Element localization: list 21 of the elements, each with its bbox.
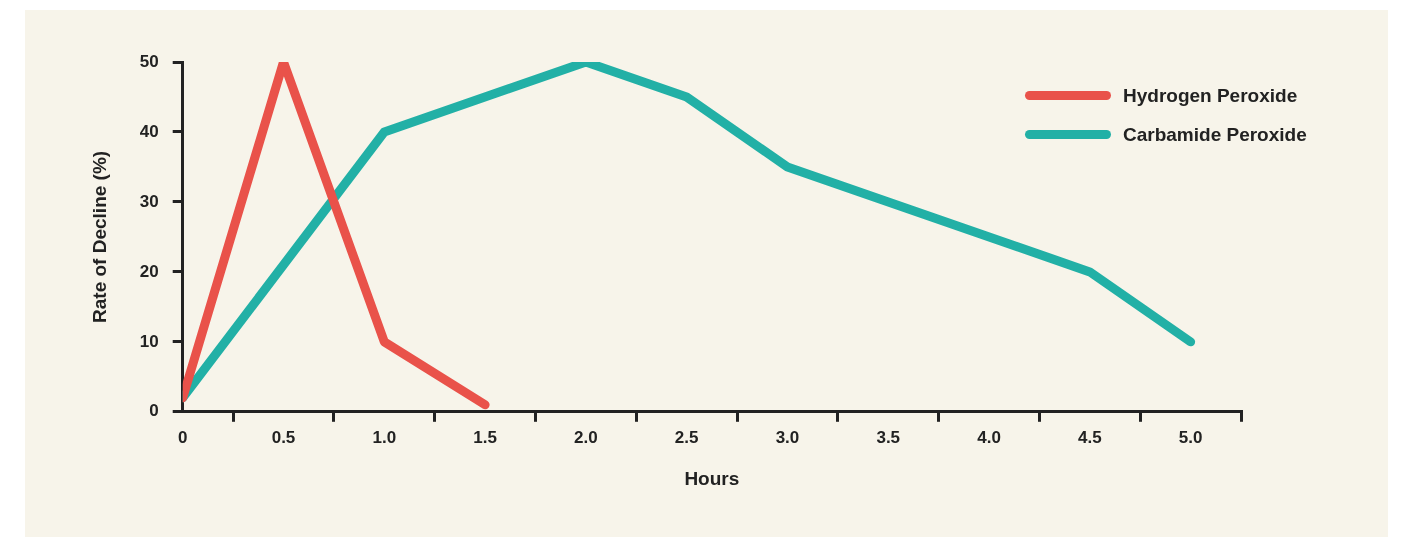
x-tick-label: 2.5 bbox=[674, 427, 699, 447]
legend-label: Hydrogen Peroxide bbox=[1123, 84, 1298, 107]
x-tick-label: 3.0 bbox=[775, 427, 800, 447]
x-tick-label: 0 bbox=[177, 427, 188, 447]
x-tick-label: 1.0 bbox=[372, 427, 397, 447]
y-tick-label: 20 bbox=[139, 261, 159, 281]
x-tick-label: 4.0 bbox=[977, 427, 1001, 447]
legend-label: Carbamide Peroxide bbox=[1123, 123, 1307, 146]
x-axis-title: Hours bbox=[684, 467, 740, 489]
x-tick-label: 2.0 bbox=[574, 427, 598, 447]
x-tick-label: 4.5 bbox=[1078, 427, 1102, 447]
y-tick-label: 30 bbox=[139, 191, 159, 211]
y-axis-title: Rate of Decline (%) bbox=[88, 150, 110, 323]
y-tick-label: 50 bbox=[139, 51, 159, 71]
y-tick-label: 40 bbox=[139, 121, 159, 141]
x-tick-label: 3.5 bbox=[876, 427, 901, 447]
y-tick-label: 10 bbox=[139, 331, 159, 351]
y-tick-label: 0 bbox=[149, 401, 159, 421]
x-tick-label: 5.0 bbox=[1178, 427, 1203, 447]
x-tick-label: 0.5 bbox=[271, 427, 296, 447]
x-tick-label: 1.5 bbox=[473, 427, 497, 447]
